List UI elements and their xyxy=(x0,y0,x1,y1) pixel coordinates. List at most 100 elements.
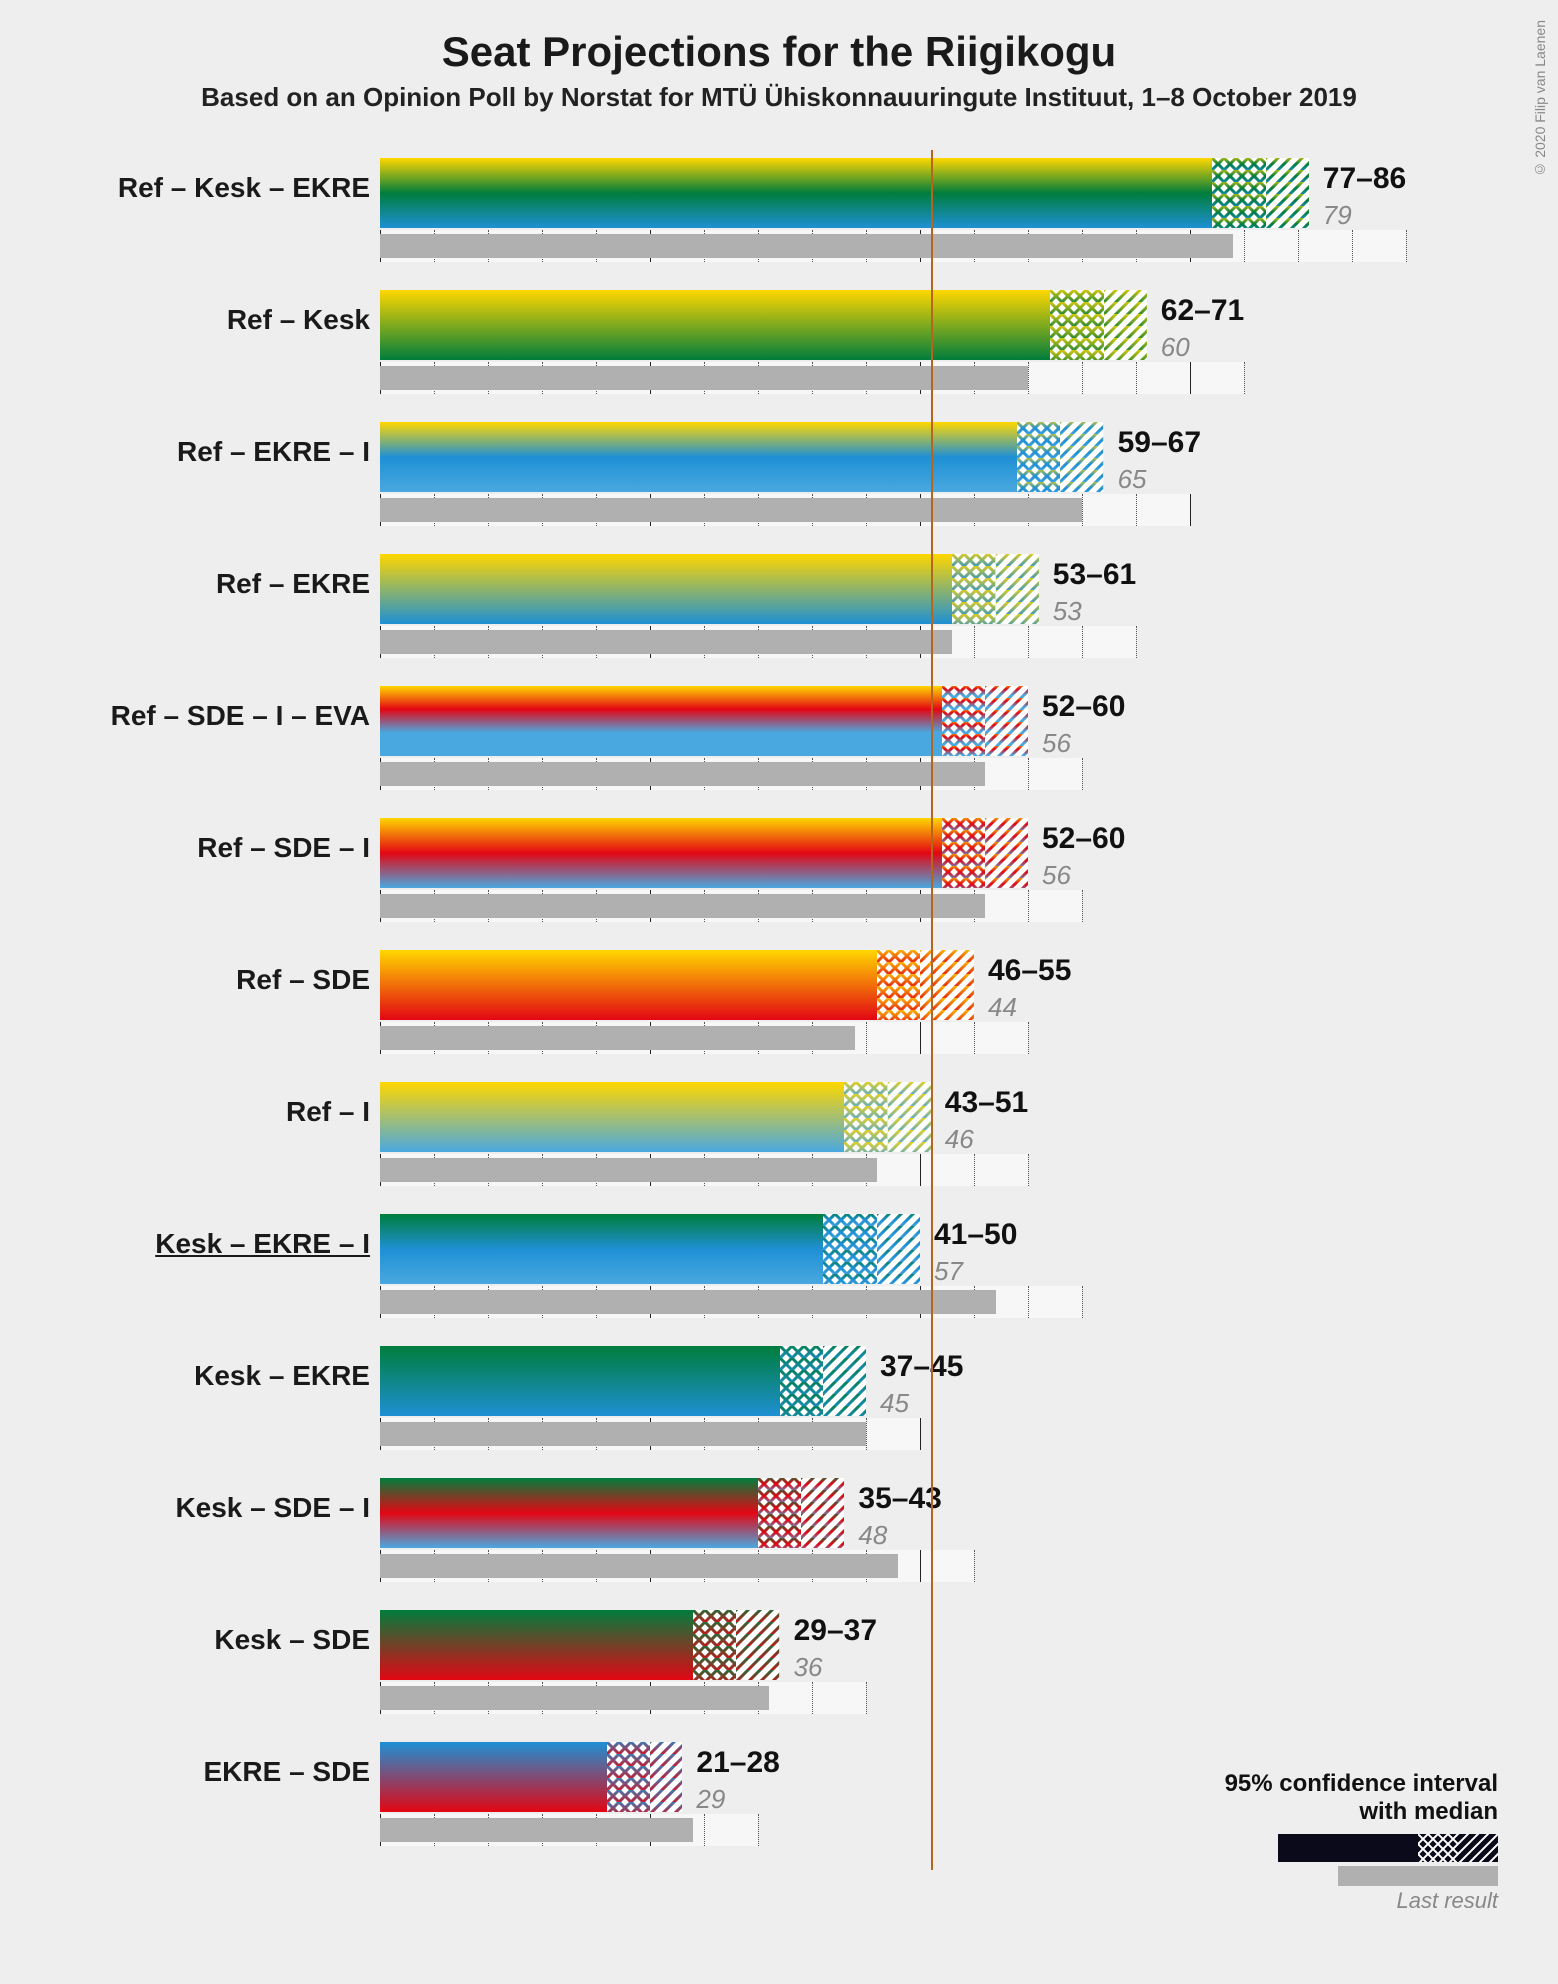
ci-lower-hatch xyxy=(1212,158,1266,228)
coalition-label: Ref – Kesk xyxy=(60,304,370,336)
last-result-bar xyxy=(380,894,985,918)
projection-bar xyxy=(380,1346,780,1416)
projection-bar xyxy=(380,1478,758,1548)
coalition-row: Ref – SDE 46–5544 xyxy=(60,942,1500,1068)
legend-hatch-icon xyxy=(1418,1834,1498,1984)
last-result-label: 48 xyxy=(858,1520,887,1551)
coalition-row: Kesk – EKRE – I 41–5057 xyxy=(60,1206,1500,1332)
coalition-label: Ref – Kesk – EKRE xyxy=(60,172,370,204)
projection-bar xyxy=(380,290,1050,360)
grid-line xyxy=(974,1154,975,1186)
grid-line xyxy=(866,1418,867,1450)
last-result-label: 60 xyxy=(1161,332,1190,363)
grid-line xyxy=(1352,230,1353,262)
projection-bar xyxy=(380,554,952,624)
grid-line xyxy=(1298,230,1299,262)
grid-line xyxy=(1028,1286,1029,1318)
coalition-label: Kesk – EKRE – I xyxy=(60,1228,370,1260)
chart-subtitle: Based on an Opinion Poll by Norstat for … xyxy=(0,82,1558,113)
last-result-label: 45 xyxy=(880,1388,909,1419)
range-label: 35–43 xyxy=(858,1482,941,1516)
last-result-bar xyxy=(380,234,1233,258)
grid-line xyxy=(1082,1286,1083,1318)
coalition-label: Ref – I xyxy=(60,1096,370,1128)
coalition-chart: Ref – Kesk – EKRE 77–8679 Ref – Kesk xyxy=(60,150,1500,1866)
ci-upper-hatch xyxy=(877,1214,920,1284)
grid-line xyxy=(920,1022,921,1054)
last-result-label: 36 xyxy=(794,1652,823,1683)
grid-line xyxy=(1136,494,1137,526)
grid-line xyxy=(866,1682,867,1714)
coalition-row: Ref – SDE – I – EVA 52–6056 xyxy=(60,678,1500,804)
projection-bar xyxy=(380,158,1212,228)
projection-bar xyxy=(380,1214,823,1284)
coalition-label: Ref – SDE – I – EVA xyxy=(60,700,370,732)
grid-line xyxy=(812,1682,813,1714)
coalition-row: Kesk – EKRE 37–4545 xyxy=(60,1338,1500,1464)
coalition-row: Ref – Kesk – EKRE 77–8679 xyxy=(60,150,1500,276)
grid-line xyxy=(1028,362,1029,394)
last-result-bar xyxy=(380,1818,693,1842)
ci-upper-hatch xyxy=(736,1610,779,1680)
ci-lower-hatch xyxy=(844,1082,887,1152)
ci-lower-hatch xyxy=(780,1346,823,1416)
grid-line xyxy=(1028,626,1029,658)
majority-threshold-line xyxy=(931,150,933,1870)
last-result-label: 46 xyxy=(945,1124,974,1155)
ci-upper-hatch xyxy=(985,818,1028,888)
ci-lower-hatch xyxy=(693,1610,736,1680)
last-result-bar xyxy=(380,630,952,654)
range-label: 52–60 xyxy=(1042,822,1125,856)
ci-lower-hatch xyxy=(1050,290,1104,360)
grid-line xyxy=(1082,890,1083,922)
range-label: 37–45 xyxy=(880,1350,963,1384)
ci-upper-hatch xyxy=(650,1742,682,1812)
ci-upper-hatch xyxy=(985,686,1028,756)
projection-bar xyxy=(380,422,1017,492)
legend-ci-swatch xyxy=(1278,1834,1498,1862)
grid-line xyxy=(1082,758,1083,790)
ci-upper-hatch xyxy=(920,950,974,1020)
coalition-row: Kesk – SDE 29–3736 xyxy=(60,1602,1500,1728)
grid-line xyxy=(1082,626,1083,658)
coalition-label: Ref – SDE xyxy=(60,964,370,996)
range-label: 62–71 xyxy=(1161,294,1244,328)
last-result-label: 44 xyxy=(988,992,1017,1023)
grid-line xyxy=(920,1154,921,1186)
last-result-bar xyxy=(380,1686,769,1710)
ci-lower-hatch xyxy=(607,1742,650,1812)
grid-line xyxy=(920,1418,921,1450)
ci-lower-hatch xyxy=(1017,422,1060,492)
last-result-bar xyxy=(380,1422,866,1446)
grid-line xyxy=(1028,1022,1029,1054)
ci-lower-hatch xyxy=(942,686,985,756)
ci-upper-hatch xyxy=(823,1346,866,1416)
grid-line xyxy=(1190,362,1191,394)
projection-bar xyxy=(380,1742,607,1812)
last-result-bar xyxy=(380,1158,877,1182)
range-label: 41–50 xyxy=(934,1218,1017,1252)
legend-ci-label-2: with median xyxy=(1225,1798,1498,1826)
coalition-label: EKRE – SDE xyxy=(60,1756,370,1788)
last-result-bar xyxy=(380,1554,898,1578)
coalition-label: Kesk – SDE – I xyxy=(60,1492,370,1524)
ci-lower-hatch xyxy=(823,1214,877,1284)
coalition-row: Ref – EKRE – I 59–6765 xyxy=(60,414,1500,540)
ci-lower-hatch xyxy=(758,1478,801,1548)
ci-upper-hatch xyxy=(996,554,1039,624)
last-result-bar xyxy=(380,1026,855,1050)
range-label: 59–67 xyxy=(1118,426,1201,460)
last-result-label: 29 xyxy=(696,1784,725,1815)
coalition-label: Ref – EKRE xyxy=(60,568,370,600)
grid-line xyxy=(920,1550,921,1582)
grid-line xyxy=(1136,362,1137,394)
last-result-label: 65 xyxy=(1118,464,1147,495)
range-label: 43–51 xyxy=(945,1086,1028,1120)
projection-bar xyxy=(380,1082,844,1152)
ci-lower-hatch xyxy=(952,554,995,624)
projection-bar xyxy=(380,818,942,888)
coalition-row: Ref – I 43–51 46 xyxy=(60,1074,1500,1200)
legend-ci-label-1: 95% confidence interval xyxy=(1225,1770,1498,1798)
grid-line xyxy=(1136,626,1137,658)
chart-legend: 95% confidence interval with median Last… xyxy=(1225,1770,1498,1914)
